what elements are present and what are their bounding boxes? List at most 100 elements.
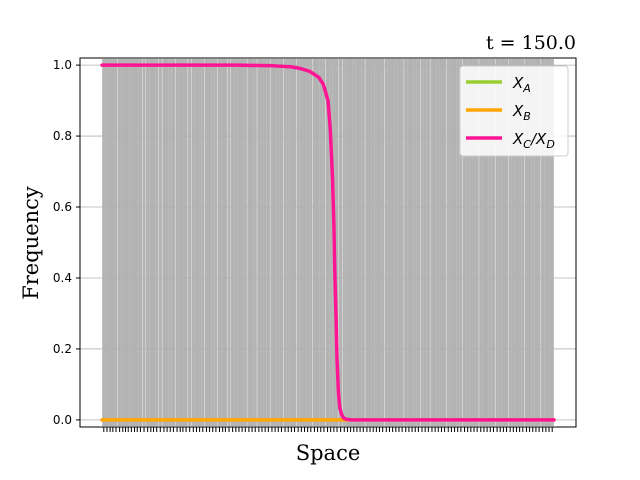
legend-xa-main: X [512,74,524,92]
background-bar [296,59,300,426]
background-bar [479,59,483,426]
legend-xcd-sep: / [529,130,538,148]
background-bar [289,59,293,426]
background-bar [518,59,522,426]
y-tick-label: 0.4 [53,271,72,285]
legend-xcd-sub1: C [523,138,531,151]
legend-xb-main: X [512,102,524,120]
background-bar [339,59,343,426]
background-bar [194,59,199,426]
background-bar [243,59,247,426]
background-bar [158,59,162,426]
background-bar [231,59,235,426]
background-bar [279,59,284,426]
background-bar [250,59,254,426]
background-bar [511,59,515,426]
background-bar [181,59,185,426]
background-bar [420,59,424,426]
legend-entry-xb: XB [512,102,531,123]
background-bar [495,59,499,426]
background-bar [123,59,128,426]
y-axis-ticks: 0.0 0.2 0.4 0.6 0.8 1.0 [53,58,80,427]
background-bar [439,59,444,426]
legend-xa-sub: A [522,82,531,95]
background-bar [102,59,106,426]
y-tick-label: 0.2 [53,342,72,356]
background-bar [114,59,118,426]
background-bar [129,59,133,426]
background-bar [387,59,392,426]
background-bar [240,59,244,426]
background-bar [126,59,130,426]
background-bar [221,59,225,426]
background-bar [384,59,388,426]
background-bar [361,59,365,426]
background-bar [273,59,277,426]
legend-xb-sub: B [523,110,531,123]
background-bar [514,59,519,426]
background-bar [537,59,541,426]
background-bar [302,59,307,426]
background-bar [391,59,395,426]
background-bar [404,59,408,426]
legend-frame [459,65,569,157]
series-lines [100,63,556,422]
legend-entry-xcd: XC/XD [512,130,555,151]
background-bar [459,59,463,426]
background-bar [381,59,385,426]
background-bar [204,59,209,426]
background-bar [135,59,139,426]
background-bar [309,59,313,426]
legend-xcd-main2: X [535,130,547,148]
background-bar [266,59,270,426]
background-bar [188,59,192,426]
background-bar [121,59,125,426]
background-bar [416,59,420,426]
background-bar [355,59,359,426]
background-bar [335,59,339,426]
background-bar [283,59,287,426]
background-bar [508,59,512,426]
background-bar [149,59,153,426]
background-bar [227,59,231,426]
background-bar [118,59,122,426]
y-tick-label: 0.6 [53,200,72,214]
background-bar [132,59,137,426]
background-bar [368,59,372,426]
background-bar [201,59,205,426]
background-bar [319,59,323,426]
background-bar [207,59,212,426]
background-bar [531,59,535,426]
y-tick-label: 0.8 [53,129,72,143]
background-bar [436,59,440,426]
background-bar [352,59,356,426]
background-bar [475,59,479,426]
background-bar [446,59,450,426]
background-bar [151,59,156,426]
chart-title: t = 150.0 [486,32,576,54]
background-bar [312,59,317,426]
background-bar [504,59,509,426]
background-bar [260,59,264,426]
x-axis-ticks [103,427,553,432]
background-bar [547,59,551,426]
background-bar [407,59,411,426]
background-bars [102,59,554,426]
background-bar [397,59,401,426]
background-bar [423,59,427,426]
background-bar [146,59,150,426]
background-bar [276,59,280,426]
background-bar [430,59,434,426]
background-bar [410,59,414,426]
background-bar [138,59,143,426]
background-bar [270,59,274,426]
background-bar [111,59,115,426]
background-bar [214,59,218,426]
background-bar [142,59,146,426]
background-bar [541,59,545,426]
legend: XA XB XC/XD [459,65,569,157]
background-bar [394,59,398,426]
background-bar [501,59,505,426]
background-bar [521,59,525,426]
